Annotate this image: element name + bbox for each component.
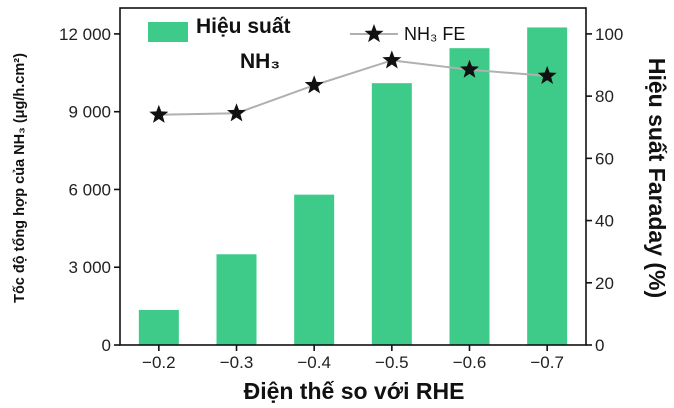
bar-1 — [138, 310, 179, 345]
bars — [138, 27, 568, 345]
x-tick-label-6: −0.7 — [530, 353, 564, 372]
y-right-tick-label-6: 100 — [595, 25, 623, 44]
y-right-tick-label-4: 60 — [595, 149, 614, 168]
fe-line — [158, 59, 548, 116]
y-right-tick-label-5: 80 — [595, 87, 614, 106]
bar-6 — [527, 27, 568, 345]
legend-marker-fe — [364, 24, 384, 43]
bar-4 — [371, 83, 412, 345]
fe-point-4 — [382, 50, 402, 69]
y-left-tick-label-1: 0 — [102, 336, 111, 355]
y-left-tick-label-5: 12 000 — [59, 25, 111, 44]
y-right-tick-label-1: 0 — [595, 336, 604, 355]
y-right-tick-label-2: 20 — [595, 274, 614, 293]
y-right-tick-label-3: 40 — [595, 212, 614, 231]
y-left-tick-label-2: 3 000 — [68, 258, 111, 277]
fe-point-3 — [304, 75, 324, 94]
y-axis-right-title: Hiệu suất Faraday (%) — [644, 58, 670, 298]
x-tick-label-1: −0.2 — [142, 353, 176, 372]
legend: Hiệu suất NH₃ NH₃ FE — [148, 15, 465, 73]
fe-point-2 — [226, 103, 247, 122]
x-tick-label-3: −0.4 — [297, 353, 331, 372]
legend-swatch-bars — [148, 22, 188, 42]
x-axis-title: Điện thế so với RHE — [244, 378, 465, 404]
legend-label-fe: NH₃ FE — [404, 24, 465, 44]
fe-point-5 — [459, 59, 480, 78]
plot-frame — [119, 7, 587, 346]
x-axis: −0.2 −0.3 −0.4 −0.5 −0.6 −0.7 — [142, 345, 564, 372]
y-axis-left-title: Tốc độ tổng hợp của NH₃ (μg/h.cm²) — [12, 53, 28, 303]
y-left-tick-label-4: 9 000 — [68, 103, 111, 122]
fe-point-6 — [537, 65, 557, 84]
bar-5 — [449, 48, 490, 345]
y-left-tick-label-3: 6 000 — [68, 180, 111, 199]
x-tick-label-5: −0.6 — [453, 353, 487, 372]
bar-2 — [216, 254, 257, 345]
bar-3 — [294, 194, 335, 345]
fe-series — [149, 50, 557, 123]
x-tick-label-4: −0.5 — [375, 353, 409, 372]
legend-label-bars-line2: NH₃ — [240, 50, 280, 73]
x-tick-label-2: −0.3 — [220, 353, 254, 372]
fe-point-1 — [149, 104, 169, 123]
legend-label-bars-line1: Hiệu suất — [196, 15, 291, 38]
y-axis-left: 0 3 000 6 000 9 000 12 000 — [59, 25, 120, 355]
y-axis-right: 0 20 40 60 80 100 — [586, 25, 623, 355]
